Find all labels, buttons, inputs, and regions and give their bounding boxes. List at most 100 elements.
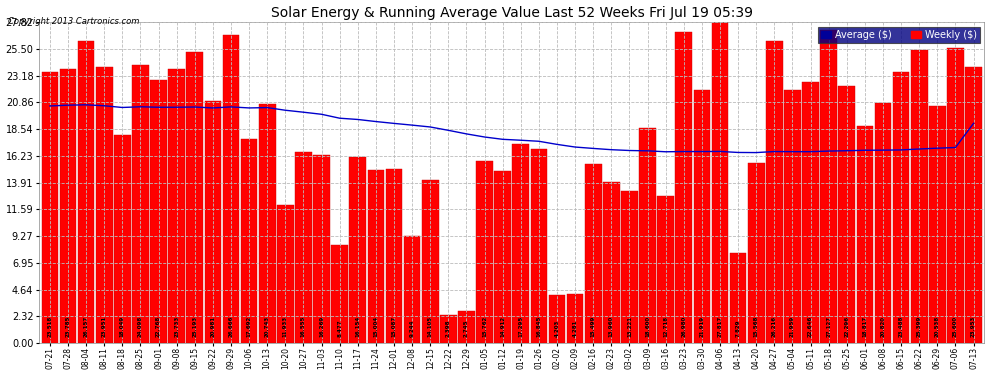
Bar [965, 67, 982, 343]
Text: 14.912: 14.912 [500, 316, 505, 337]
Bar [694, 90, 710, 343]
Bar [223, 35, 240, 343]
Text: 23.953: 23.953 [971, 316, 976, 337]
Bar [494, 171, 511, 343]
Text: 15.004: 15.004 [373, 316, 378, 337]
Bar [513, 144, 529, 343]
Text: 16.269: 16.269 [319, 316, 324, 337]
Bar [839, 86, 855, 343]
Text: 27.817: 27.817 [718, 316, 723, 337]
Bar [295, 152, 312, 343]
Text: 13.221: 13.221 [627, 316, 632, 337]
Bar [440, 315, 456, 343]
Bar [675, 32, 692, 343]
Bar [277, 206, 294, 343]
Bar [59, 69, 76, 343]
Bar [640, 129, 656, 343]
Text: Copyright 2013 Cartronics.com: Copyright 2013 Cartronics.com [8, 17, 140, 26]
Bar [205, 101, 221, 343]
Text: 14.105: 14.105 [428, 316, 433, 337]
Title: Solar Energy & Running Average Value Last 52 Weeks Fri Jul 19 05:39: Solar Energy & Running Average Value Las… [270, 6, 752, 20]
Text: 11.933: 11.933 [283, 316, 288, 337]
Bar [476, 161, 493, 343]
Bar [114, 135, 131, 343]
Bar [875, 103, 891, 343]
Text: 17.295: 17.295 [519, 316, 524, 337]
Bar [621, 190, 638, 343]
Text: 22.646: 22.646 [808, 316, 813, 337]
Bar [856, 126, 873, 343]
Bar [747, 164, 764, 343]
Text: 20.820: 20.820 [880, 316, 885, 337]
Bar [313, 155, 330, 343]
Text: 23.488: 23.488 [899, 316, 904, 337]
Bar [132, 65, 148, 343]
Text: 18.817: 18.817 [862, 316, 867, 337]
Bar [947, 48, 964, 343]
Text: 4.203: 4.203 [554, 320, 559, 337]
Text: 20.981: 20.981 [210, 316, 216, 337]
Bar [258, 104, 275, 343]
Bar [929, 106, 945, 343]
Text: 15.087: 15.087 [391, 316, 396, 337]
Bar [150, 80, 167, 343]
Bar [404, 236, 421, 343]
Legend: Average ($), Weekly ($): Average ($), Weekly ($) [819, 27, 979, 43]
Text: 25.399: 25.399 [917, 316, 922, 337]
Bar [367, 170, 384, 343]
Text: 15.499: 15.499 [591, 316, 596, 337]
Text: 21.959: 21.959 [790, 316, 795, 337]
Text: 4.281: 4.281 [572, 320, 577, 337]
Bar [96, 67, 113, 343]
Text: 21.919: 21.919 [699, 316, 705, 337]
Text: 23.733: 23.733 [174, 316, 179, 337]
Text: 18.049: 18.049 [120, 316, 125, 337]
Bar [821, 30, 837, 343]
Text: 25.600: 25.600 [953, 316, 958, 337]
Bar [730, 253, 746, 343]
Bar [186, 53, 203, 343]
Text: 24.098: 24.098 [138, 316, 143, 337]
Text: 7.829: 7.829 [736, 320, 741, 337]
Text: 26.980: 26.980 [681, 316, 686, 337]
Text: 22.768: 22.768 [156, 316, 161, 337]
Bar [712, 22, 729, 343]
Bar [567, 294, 583, 343]
Text: 16.845: 16.845 [537, 316, 542, 337]
Text: 20.538: 20.538 [935, 316, 940, 337]
Bar [548, 294, 565, 343]
Bar [458, 311, 475, 343]
Text: 18.600: 18.600 [645, 316, 650, 337]
Bar [766, 40, 783, 343]
Text: 15.568: 15.568 [753, 316, 758, 337]
Text: 9.244: 9.244 [410, 320, 415, 337]
Text: 2.745: 2.745 [464, 320, 469, 337]
Bar [349, 157, 366, 343]
Text: 13.960: 13.960 [609, 316, 614, 337]
Bar [657, 196, 674, 343]
Bar [911, 50, 928, 343]
Text: 22.296: 22.296 [844, 316, 849, 337]
Bar [332, 245, 347, 343]
Bar [784, 90, 801, 343]
Bar [386, 169, 402, 343]
Text: 2.398: 2.398 [446, 320, 450, 337]
Text: 26.216: 26.216 [772, 316, 777, 337]
Text: 12.718: 12.718 [663, 316, 668, 337]
Text: 25.193: 25.193 [192, 316, 197, 337]
Bar [168, 69, 185, 343]
Text: 23.518: 23.518 [48, 316, 52, 337]
Bar [531, 149, 547, 343]
Bar [802, 82, 819, 343]
Text: 23.785: 23.785 [65, 316, 70, 337]
Text: 16.154: 16.154 [355, 316, 360, 337]
Text: 15.762: 15.762 [482, 316, 487, 337]
Text: 17.692: 17.692 [247, 316, 251, 337]
Text: 20.743: 20.743 [264, 316, 269, 337]
Text: 26.157: 26.157 [83, 316, 88, 337]
Text: 27.127: 27.127 [827, 316, 832, 337]
Bar [241, 139, 257, 343]
Text: 8.477: 8.477 [338, 320, 343, 337]
Text: 23.951: 23.951 [102, 316, 107, 337]
Bar [78, 41, 94, 343]
